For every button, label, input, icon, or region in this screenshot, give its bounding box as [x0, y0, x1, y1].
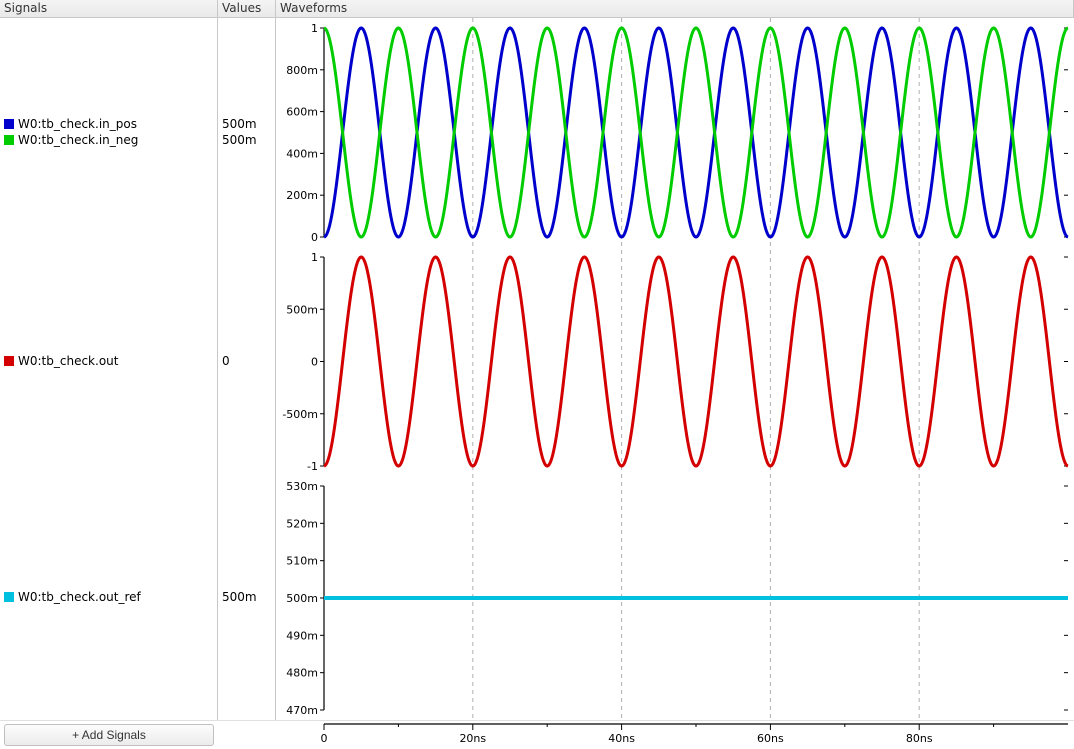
waveforms-column: 0 200m 400m 600m 800m 1 -1 -500m 0 500m 1 470m 480m 4…	[276, 18, 1074, 720]
signal-row[interactable]: W0:tb_check.out_ref	[0, 590, 141, 604]
signal-row[interactable]: W0:tb_check.in_neg	[0, 133, 138, 147]
svg-text:510m: 510m	[286, 555, 318, 568]
svg-text:40ns: 40ns	[608, 732, 635, 745]
svg-text:0: 0	[311, 231, 318, 244]
svg-text:0: 0	[321, 732, 328, 745]
values-header: Values	[218, 0, 276, 18]
signal-color-swatch	[4, 135, 14, 145]
svg-text:520m: 520m	[286, 517, 318, 530]
signal-value-label: 500m	[218, 133, 257, 147]
svg-text:500m: 500m	[286, 303, 318, 316]
svg-text:-1: -1	[307, 460, 318, 473]
svg-text:60ns: 60ns	[757, 732, 784, 745]
waveform-trace	[324, 28, 1068, 237]
signal-name-label: W0:tb_check.in_pos	[18, 117, 137, 131]
signal-name-label: W0:tb_check.out	[18, 354, 118, 368]
signal-name-label: W0:tb_check.out_ref	[18, 590, 141, 604]
signal-value-label: 500m	[218, 590, 257, 604]
signals-column: W0:tb_check.in_pos W0:tb_check.in_neg W0:t…	[0, 18, 218, 720]
waveform-trace	[324, 28, 1068, 237]
signal-color-swatch	[4, 119, 14, 129]
signals-header: Signals	[0, 0, 218, 18]
svg-text:400m: 400m	[286, 147, 318, 160]
signal-name-label: W0:tb_check.in_neg	[18, 133, 138, 147]
values-column: 500m 500m 0 500m	[218, 18, 276, 720]
footer: + Add Signals	[0, 720, 218, 748]
svg-text:200m: 200m	[286, 189, 318, 202]
svg-text:600m: 600m	[286, 106, 318, 119]
svg-text:-500m: -500m	[282, 408, 318, 421]
signal-color-swatch	[4, 592, 14, 602]
svg-text:1: 1	[311, 22, 318, 35]
plot-area[interactable]: 0 200m 400m 600m 800m 1 -1 -500m 0 500m 1 470m 480m 4…	[276, 18, 1074, 720]
time-axis[interactable]: 0 20ns 40ns 60ns 80ns	[276, 720, 1074, 748]
svg-text:1: 1	[311, 251, 318, 264]
svg-text:80ns: 80ns	[906, 732, 933, 745]
svg-text:500m: 500m	[286, 592, 318, 605]
svg-text:0: 0	[311, 356, 318, 369]
add-signals-button[interactable]: + Add Signals	[4, 724, 214, 746]
svg-text:480m: 480m	[286, 667, 318, 680]
svg-text:490m: 490m	[286, 629, 318, 642]
signal-color-swatch	[4, 356, 14, 366]
signal-value-label: 0	[218, 354, 230, 368]
signal-value-label: 500m	[218, 117, 257, 131]
waveform-trace	[324, 257, 1068, 466]
svg-text:530m: 530m	[286, 480, 318, 493]
svg-text:800m: 800m	[286, 64, 318, 77]
svg-text:20ns: 20ns	[459, 732, 486, 745]
signal-row[interactable]: W0:tb_check.in_pos	[0, 117, 137, 131]
svg-text:470m: 470m	[286, 704, 318, 717]
footer-values-blank	[218, 720, 276, 748]
signal-row[interactable]: W0:tb_check.out	[0, 354, 118, 368]
waveforms-header: Waveforms	[276, 0, 1074, 18]
